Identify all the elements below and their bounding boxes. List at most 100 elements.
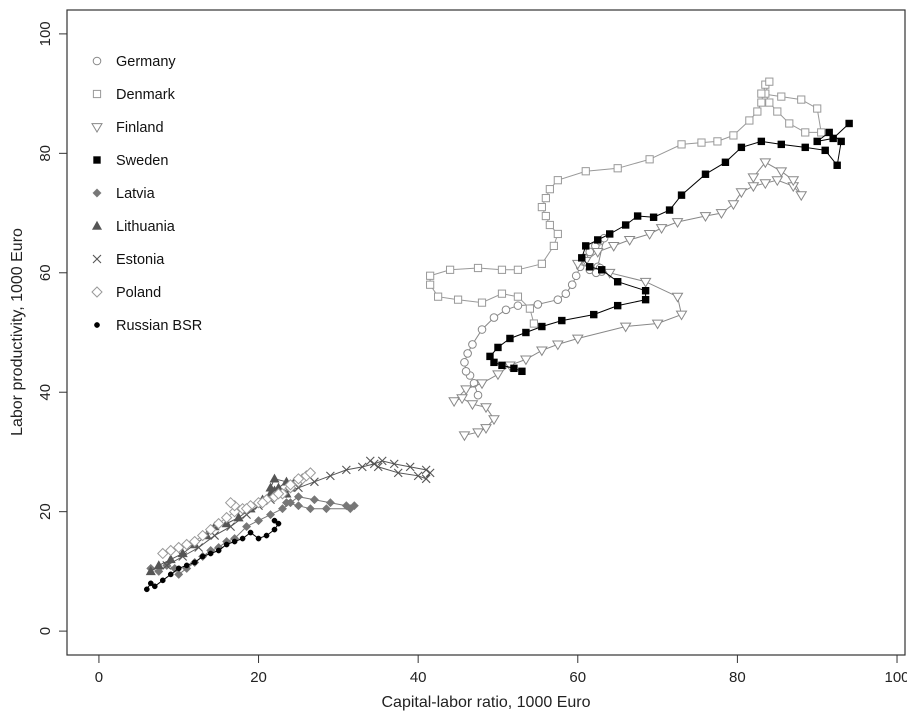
data-point-sweden	[613, 278, 622, 286]
data-point-poland	[284, 479, 297, 491]
data-point-finland	[488, 415, 500, 426]
data-point-germany	[501, 305, 511, 315]
data-point-latvia	[321, 504, 331, 514]
data-point-estonia	[162, 561, 172, 570]
data-point-poland	[220, 511, 233, 524]
data-point-latvia	[281, 498, 292, 508]
data-point-denmark	[777, 92, 786, 101]
data-point-sweden	[665, 206, 674, 214]
data-point-latvia	[253, 516, 264, 526]
data-point-latvia	[174, 569, 184, 579]
data-point-denmark	[545, 185, 554, 194]
data-point-sweden	[801, 143, 809, 152]
data-point-sweden	[641, 286, 650, 295]
data-point-denmark	[553, 229, 562, 239]
data-point-sweden	[590, 310, 598, 319]
data-point-poland	[173, 541, 185, 554]
data-point-germany	[461, 367, 471, 376]
data-point-finland	[655, 224, 668, 234]
data-point-finland	[448, 397, 460, 408]
data-point-sweden	[606, 230, 614, 238]
data-point-estonia	[325, 471, 335, 481]
data-point-finland	[639, 277, 652, 288]
data-point-denmark	[553, 176, 562, 185]
legend-marker-estonia	[92, 254, 102, 264]
data-point-denmark	[537, 202, 546, 212]
legend-label-lithuania: Lithuania	[116, 219, 176, 235]
data-point-denmark	[541, 194, 550, 203]
data-point-poland	[212, 517, 225, 530]
data-point-finland	[759, 179, 772, 190]
data-point-denmark	[813, 104, 822, 113]
data-point-sweden	[578, 254, 586, 262]
data-point-finland	[591, 247, 604, 258]
data-point-latvia	[293, 501, 304, 511]
x-tick-label: 100	[885, 669, 907, 686]
data-point-denmark	[513, 292, 523, 301]
data-point-sweden	[486, 352, 494, 361]
data-point-finland	[675, 310, 688, 321]
data-point-poland	[224, 497, 237, 509]
data-point-finland	[795, 191, 808, 202]
data-point-finland	[715, 209, 728, 220]
data-point-lithuania	[153, 560, 164, 570]
data-point-estonia	[393, 468, 403, 478]
data-point-sweden	[621, 221, 630, 229]
data-point-finland	[571, 334, 584, 345]
y-tick-label: 20	[37, 503, 54, 520]
legend-label-germany: Germany	[116, 54, 176, 70]
data-point-russian-bsr	[183, 562, 190, 569]
series-line-finland	[453, 161, 802, 436]
data-point-denmark	[697, 138, 706, 147]
data-point-estonia	[405, 462, 415, 472]
data-point-finland	[466, 400, 479, 411]
data-point-estonia	[369, 459, 379, 469]
data-point-russian-bsr	[147, 580, 154, 587]
data-point-finland	[699, 212, 712, 223]
legend-label-latvia: Latvia	[116, 186, 156, 202]
data-point-denmark	[729, 131, 738, 140]
data-point-finland	[671, 292, 684, 303]
data-point-sweden	[737, 143, 746, 152]
data-point-latvia	[265, 510, 276, 520]
legend-item-poland: Poland	[91, 285, 161, 301]
x-tick-label: 80	[729, 669, 746, 686]
data-point-latvia	[182, 563, 192, 573]
data-point-sweden	[777, 140, 785, 149]
data-point-estonia	[226, 522, 235, 531]
data-point-estonia	[373, 462, 383, 472]
y-tick-label: 60	[37, 264, 54, 281]
legend-item-finland: Finland	[91, 120, 164, 136]
series-line-denmark	[429, 80, 822, 324]
data-point-germany	[513, 301, 523, 310]
data-point-finland	[492, 370, 504, 381]
data-point-denmark	[513, 265, 523, 274]
y-tick-label: 80	[37, 145, 54, 162]
data-point-lithuania	[145, 566, 156, 576]
data-point-poland	[196, 529, 209, 542]
data-point-sweden	[701, 170, 710, 178]
data-point-sweden	[721, 158, 730, 166]
data-point-poland	[181, 538, 193, 551]
data-point-finland	[619, 322, 632, 333]
data-point-estonia	[421, 465, 431, 475]
data-point-finland	[460, 385, 472, 396]
data-point-estonia	[357, 462, 367, 472]
y-tick-label: 100	[37, 21, 54, 46]
data-point-estonia	[421, 474, 431, 484]
data-point-estonia	[389, 459, 399, 469]
data-point-finland	[571, 259, 584, 270]
data-point-russian-bsr	[223, 541, 230, 548]
data-point-denmark	[765, 98, 774, 107]
data-point-russian-bsr	[191, 559, 198, 566]
series-russian-bsr	[143, 517, 282, 593]
legend-marker-poland	[91, 286, 103, 298]
series-finland	[448, 158, 808, 442]
data-point-denmark	[757, 98, 766, 107]
data-point-germany	[460, 358, 469, 367]
data-point-denmark	[817, 128, 826, 137]
legend-item-sweden: Sweden	[93, 153, 168, 169]
x-tick-label: 0	[95, 669, 103, 686]
data-point-poland	[272, 488, 285, 500]
